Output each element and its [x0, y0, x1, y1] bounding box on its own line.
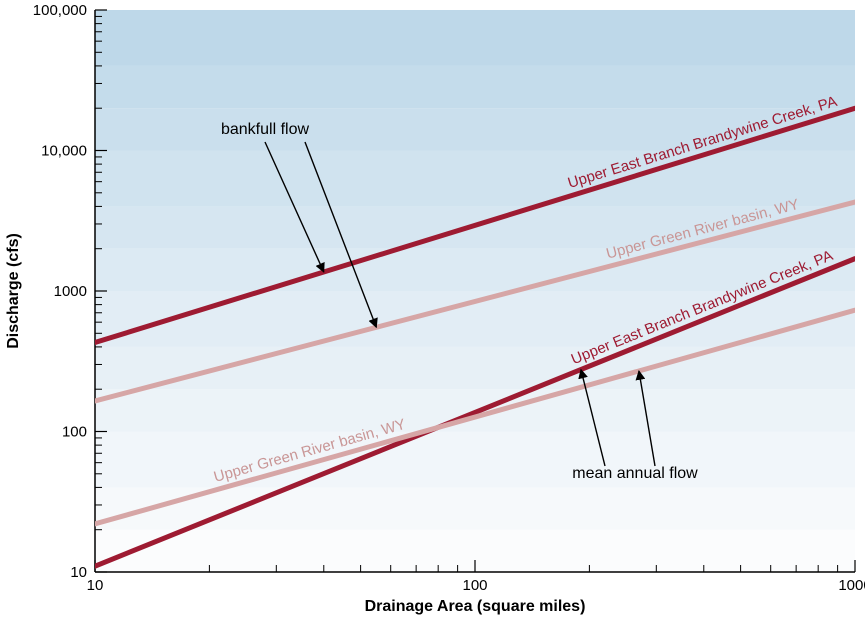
y-tick-label: 1000	[54, 283, 87, 300]
y-tick-label: 10,000	[41, 143, 87, 160]
chart-svg: 10 100 1000 10 100 1000 10,000 100,000 Drainage …	[0, 0, 865, 617]
x-axis-title: Drainage Area (square miles)	[365, 598, 586, 615]
x-tick-label: 100	[462, 577, 487, 594]
x-tick-label: 10	[87, 577, 104, 594]
x-tick-label: 1000	[838, 577, 865, 594]
y-tick-label: 100,000	[33, 2, 87, 19]
y-tick-label: 100	[62, 424, 87, 441]
annotation-bankfull: bankfull flow	[221, 121, 309, 138]
y-axis-title: Discharge (cfs)	[5, 233, 22, 349]
annotation-mean: mean annual flow	[572, 465, 698, 482]
discharge-vs-area-chart: 10 100 1000 10 100 1000 10,000 100,000 Drainage …	[0, 0, 865, 617]
y-tick-label: 10	[70, 564, 87, 581]
